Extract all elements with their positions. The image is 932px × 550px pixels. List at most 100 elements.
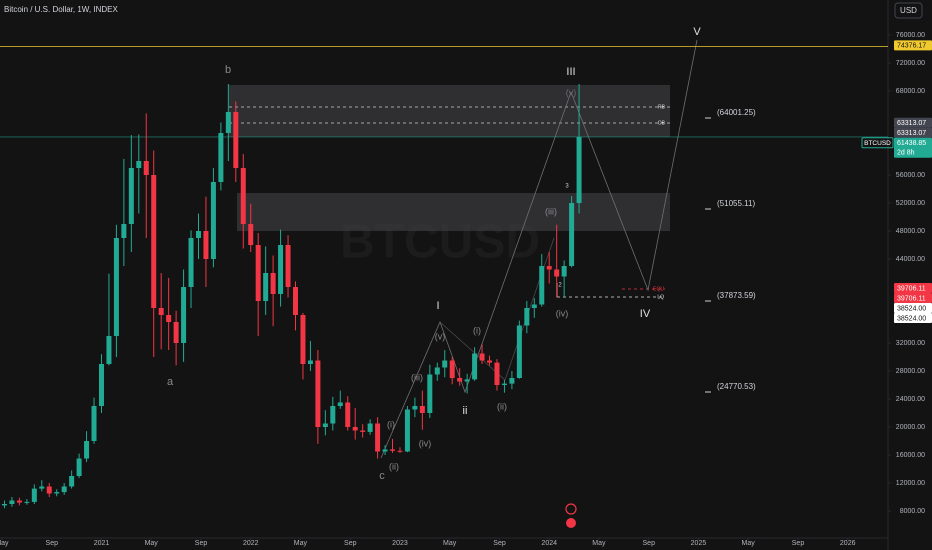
candle-body xyxy=(524,308,530,326)
candle-body xyxy=(576,136,582,204)
candle-body xyxy=(554,269,560,277)
price-label xyxy=(894,313,932,324)
candle-body xyxy=(128,168,134,225)
candle-body xyxy=(240,168,246,225)
annotation: (i) xyxy=(473,325,481,335)
candle-body xyxy=(569,203,575,267)
candle-body xyxy=(16,500,22,503)
symbol-tag-text: BTCUSD xyxy=(864,140,891,147)
candle-body xyxy=(501,383,507,386)
candle-body xyxy=(412,406,418,410)
candle-body xyxy=(427,374,433,414)
candle-body xyxy=(203,231,209,260)
candle-body xyxy=(218,133,224,183)
candle-body xyxy=(46,486,52,494)
price-label-text: 39706.11 xyxy=(897,285,926,292)
x-tick-label: May xyxy=(742,540,756,547)
candle-body xyxy=(91,406,97,442)
currency-label: USD xyxy=(900,6,917,15)
candle-body xyxy=(472,353,478,380)
x-tick-label: 2026 xyxy=(840,540,856,547)
annotation: 2 xyxy=(558,283,562,289)
countdown: 2d 8h xyxy=(897,150,915,157)
candle-body xyxy=(270,273,276,295)
candle-body xyxy=(285,245,291,288)
candle-body xyxy=(390,449,396,451)
x-tick-label: Sep xyxy=(792,540,805,547)
price-label-text: 61438.85 xyxy=(897,140,926,147)
candle-body xyxy=(181,287,187,344)
candle-body xyxy=(345,402,351,428)
price-label-text: 63313.07 xyxy=(897,130,926,137)
candle-body xyxy=(561,266,567,277)
candle-body xyxy=(54,492,60,494)
candle-body xyxy=(531,304,537,309)
symbol-tag xyxy=(861,137,894,149)
annotation: (24770.53) xyxy=(717,382,756,391)
annotation: (ii) xyxy=(389,461,399,471)
y-tick-label: 32000.00 xyxy=(896,340,925,347)
candle-body xyxy=(419,406,425,414)
candle-body xyxy=(322,423,328,428)
event-icon[interactable] xyxy=(565,503,577,515)
candle-body xyxy=(404,409,410,452)
zone xyxy=(229,85,670,137)
candle-body xyxy=(330,406,336,424)
y-tick-label: 56000.00 xyxy=(896,172,925,179)
annotation: ii xyxy=(463,405,468,417)
x-tick-label: 2024 xyxy=(541,540,557,547)
candle-body xyxy=(300,315,306,365)
candle-body xyxy=(263,273,269,302)
candle-body xyxy=(233,112,239,169)
candle-body xyxy=(248,224,254,246)
candle-body xyxy=(24,501,30,503)
candle-body xyxy=(539,266,545,305)
y-tick-label: 72000.00 xyxy=(896,60,925,67)
annotation: I xyxy=(436,300,439,312)
x-tick-label: May xyxy=(294,540,308,547)
candle-body xyxy=(375,423,381,452)
candle-body xyxy=(1,504,7,506)
x-tick-label: May xyxy=(145,540,159,547)
candle-body xyxy=(397,450,403,452)
annotation: IV xyxy=(640,308,651,320)
candle-body xyxy=(434,367,440,375)
y-tick-label: 24000.00 xyxy=(896,396,925,403)
x-tick-label: May xyxy=(0,540,9,547)
x-tick-label: 2021 xyxy=(94,540,110,547)
price-label-text: 63313.07 xyxy=(897,120,926,127)
wave-line xyxy=(380,91,572,459)
annotation: (51055.11) xyxy=(717,199,755,208)
candle-body xyxy=(494,362,500,386)
annotation: RB xyxy=(658,104,666,110)
annotation: OB xyxy=(658,120,666,126)
annotation: (v) xyxy=(435,331,446,341)
candle-body xyxy=(382,449,388,452)
candle-body xyxy=(278,245,284,295)
candle-body xyxy=(61,486,67,493)
annotation: (i) xyxy=(387,419,395,429)
event-icon[interactable] xyxy=(566,518,576,528)
candle-body xyxy=(442,360,448,368)
candle-body xyxy=(166,315,172,323)
currency-button[interactable] xyxy=(894,2,923,19)
candle-body xyxy=(487,360,493,363)
x-tick-label: May xyxy=(443,540,457,547)
candle-body xyxy=(69,476,75,487)
price-label xyxy=(894,137,932,158)
annotation: 3 xyxy=(565,184,569,190)
candle-body xyxy=(39,486,45,489)
y-tick-label: 44000.00 xyxy=(896,256,925,263)
y-tick-label: 48000.00 xyxy=(896,228,925,235)
y-tick-label: 12000.00 xyxy=(896,480,925,487)
x-tick-label: Sep xyxy=(493,540,506,547)
candle-body xyxy=(158,308,164,316)
annotation: (37873.59) xyxy=(717,291,756,300)
candle-body xyxy=(464,379,470,382)
candle-body xyxy=(113,238,119,337)
x-tick-label: 2023 xyxy=(392,540,408,547)
annotation: (iv) xyxy=(556,308,569,318)
candle-body xyxy=(546,266,552,270)
candles xyxy=(1,84,582,509)
